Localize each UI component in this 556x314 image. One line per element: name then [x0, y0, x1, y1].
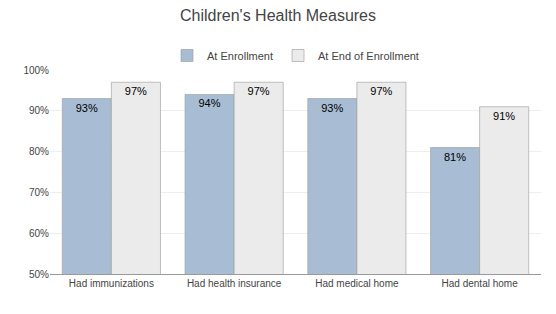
svg-text:At End of Enrollment: At End of Enrollment: [318, 50, 419, 62]
svg-text:Had health insurance: Had health insurance: [187, 278, 282, 289]
svg-text:Had dental home: Had dental home: [442, 278, 519, 289]
svg-text:50%: 50%: [29, 269, 49, 280]
svg-text:70%: 70%: [29, 187, 49, 198]
svg-text:97%: 97%: [370, 85, 392, 97]
svg-text:Had immunizations: Had immunizations: [69, 278, 154, 289]
svg-text:91%: 91%: [493, 110, 515, 122]
svg-text:97%: 97%: [125, 85, 147, 97]
svg-text:93%: 93%: [321, 102, 343, 114]
svg-text:Had medical home: Had medical home: [315, 278, 399, 289]
svg-text:97%: 97%: [248, 85, 270, 97]
svg-text:80%: 80%: [29, 146, 49, 157]
svg-text:Children's Health Measures: Children's Health Measures: [180, 7, 376, 24]
svg-text:94%: 94%: [198, 97, 220, 109]
svg-text:81%: 81%: [444, 151, 466, 163]
svg-text:100%: 100%: [23, 65, 49, 76]
svg-text:93%: 93%: [76, 102, 98, 114]
svg-text:90%: 90%: [29, 105, 49, 116]
svg-text:At Enrollment: At Enrollment: [207, 50, 273, 62]
svg-text:60%: 60%: [29, 228, 49, 239]
